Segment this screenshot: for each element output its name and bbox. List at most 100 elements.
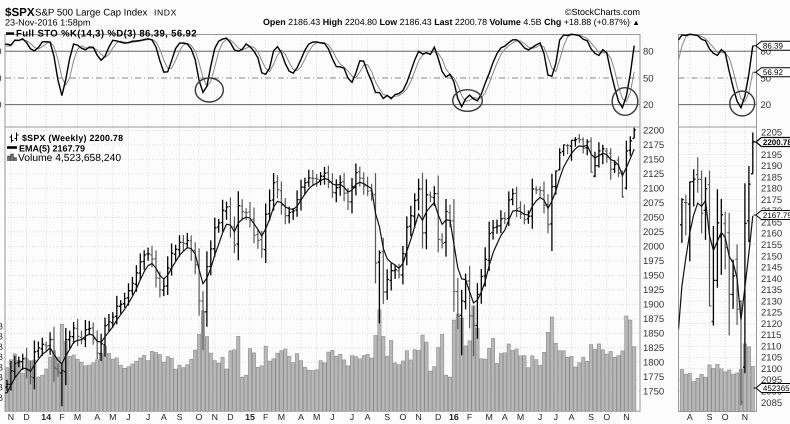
svg-text:2115: 2115	[761, 330, 781, 341]
svg-text:INDX: INDX	[154, 8, 177, 18]
svg-text:F: F	[467, 412, 473, 422]
svg-text:23-Nov-2016 1:58pm: 23-Nov-2016 1:58pm	[5, 18, 90, 28]
svg-text:2125: 2125	[761, 308, 782, 319]
svg-text:N: N	[8, 412, 14, 422]
svg-text:2095: 2095	[761, 375, 782, 386]
svg-text:0.5B: 0.5B	[0, 393, 3, 404]
svg-text:4523658: 4523658	[763, 384, 790, 393]
svg-text:A: A	[569, 412, 575, 422]
svg-text:2000: 2000	[643, 242, 664, 253]
svg-text:S: S	[588, 412, 594, 422]
svg-text:F: F	[263, 412, 269, 422]
svg-text:M: M	[74, 412, 81, 422]
svg-text:M: M	[486, 412, 493, 422]
svg-text:2185: 2185	[761, 172, 782, 183]
svg-text:A: A	[161, 412, 167, 422]
svg-text:S: S	[384, 412, 390, 422]
svg-text:A: A	[298, 412, 304, 422]
svg-text:©StockCharts.com: ©StockCharts.com	[565, 7, 640, 17]
svg-text:2205: 2205	[761, 127, 782, 138]
svg-text:20: 20	[643, 100, 654, 111]
svg-text:O: O	[603, 412, 610, 422]
svg-text:D: D	[227, 412, 233, 422]
svg-text:2180: 2180	[761, 184, 782, 195]
svg-text:F: F	[59, 412, 65, 422]
svg-text:EMA(5) 2167.79: EMA(5) 2167.79	[19, 144, 85, 154]
svg-text:1825: 1825	[643, 343, 664, 354]
svg-text:2.5B: 2.5B	[0, 352, 3, 363]
svg-text:O: O	[399, 412, 406, 422]
svg-text:1800: 1800	[643, 358, 664, 369]
svg-text:2195: 2195	[761, 150, 782, 161]
svg-text:A: A	[94, 412, 100, 422]
svg-text:M: M	[313, 412, 320, 422]
svg-text:O: O	[196, 412, 203, 422]
svg-text:2100: 2100	[643, 184, 664, 195]
svg-text:1.5B: 1.5B	[0, 373, 3, 384]
svg-text:2140: 2140	[761, 274, 782, 285]
svg-text:2145: 2145	[761, 263, 782, 274]
svg-text:2105: 2105	[761, 353, 782, 364]
svg-text:2155: 2155	[761, 240, 782, 251]
svg-text:50: 50	[761, 73, 772, 84]
svg-text:2120: 2120	[761, 319, 782, 330]
svg-text:1750: 1750	[643, 387, 664, 398]
svg-text:2190: 2190	[761, 161, 782, 172]
svg-text:A: A	[502, 412, 508, 422]
svg-text:2165: 2165	[761, 218, 782, 229]
svg-text:80: 80	[643, 47, 654, 58]
svg-text:D: D	[23, 412, 29, 422]
svg-text:80: 80	[761, 47, 772, 58]
svg-text:2085: 2085	[761, 398, 782, 409]
svg-text:O: O	[722, 412, 729, 422]
svg-text:1875: 1875	[643, 314, 664, 325]
svg-text:2160: 2160	[761, 229, 782, 240]
svg-text:2150: 2150	[643, 155, 664, 166]
svg-text:$SPX: $SPX	[5, 6, 35, 19]
svg-text:1900: 1900	[643, 300, 664, 311]
svg-text:A: A	[365, 412, 371, 422]
svg-text:3.0B: 3.0B	[0, 342, 3, 353]
svg-text:16: 16	[449, 412, 459, 422]
svg-text:15: 15	[245, 412, 255, 422]
svg-text:2075: 2075	[643, 198, 664, 209]
svg-text:20: 20	[0, 100, 2, 111]
svg-text:50: 50	[0, 73, 2, 84]
svg-text:1775: 1775	[643, 372, 664, 383]
svg-text:J: J	[146, 412, 150, 422]
svg-text:N: N	[415, 412, 421, 422]
svg-text:Full STO %K(14,3) %D(3) 86.39,: Full STO %K(14,3) %D(3) 86.39, 56.92	[16, 29, 197, 40]
svg-text:3.5B: 3.5B	[0, 332, 3, 343]
svg-text:A: A	[687, 412, 693, 422]
svg-text:S&P 500 Large Cap Index: S&P 500 Large Cap Index	[35, 8, 148, 19]
svg-text:50: 50	[643, 73, 654, 84]
svg-text:J: J	[126, 412, 130, 422]
svg-text:N: N	[212, 412, 218, 422]
svg-text:2200: 2200	[643, 126, 664, 137]
svg-text:M: M	[278, 412, 285, 422]
svg-text:14: 14	[41, 412, 51, 422]
svg-text:2150: 2150	[761, 251, 782, 262]
svg-text:1950: 1950	[643, 271, 664, 282]
svg-text:20: 20	[761, 100, 772, 111]
svg-text:4.0B: 4.0B	[0, 322, 3, 333]
svg-text:2200.78: 2200.78	[763, 138, 790, 147]
svg-text:2110: 2110	[761, 341, 781, 352]
svg-text:2175: 2175	[643, 140, 664, 151]
svg-text:2050: 2050	[643, 213, 664, 224]
svg-text:2175: 2175	[761, 195, 782, 206]
svg-text:2125: 2125	[643, 169, 664, 180]
svg-text:Volume 4,523,658,240: Volume 4,523,658,240	[18, 153, 121, 164]
svg-text:80: 80	[0, 47, 2, 58]
svg-text:S: S	[707, 412, 713, 422]
svg-text:J: J	[554, 412, 558, 422]
svg-text:1850: 1850	[643, 329, 664, 340]
svg-text:N: N	[742, 412, 748, 422]
svg-text:2025: 2025	[643, 227, 664, 238]
svg-text:S: S	[177, 412, 183, 422]
svg-text:2167.79: 2167.79	[763, 211, 790, 220]
svg-text:2.0B: 2.0B	[0, 362, 3, 373]
svg-text:Open 2186.43 High 2204.80 Low: Open 2186.43 High 2204.80 Low 2186.43 La…	[263, 17, 640, 27]
svg-text:1.0B: 1.0B	[0, 383, 3, 394]
svg-text:M: M	[109, 412, 116, 422]
